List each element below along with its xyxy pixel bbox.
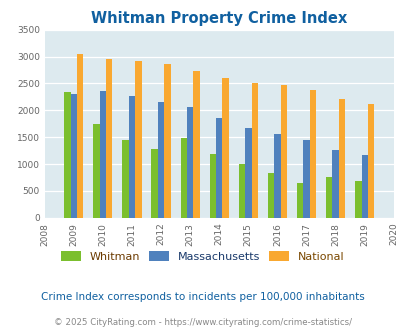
- Bar: [209, 154, 215, 218]
- Bar: [296, 183, 303, 218]
- Bar: [99, 91, 106, 218]
- Bar: [93, 124, 99, 218]
- Bar: [135, 61, 141, 218]
- Bar: [325, 177, 332, 218]
- Bar: [215, 118, 222, 218]
- Bar: [128, 96, 135, 218]
- Bar: [193, 71, 199, 218]
- Bar: [332, 150, 338, 218]
- Legend: Whitman, Massachusetts, National: Whitman, Massachusetts, National: [56, 247, 349, 267]
- Bar: [122, 140, 128, 218]
- Bar: [360, 155, 367, 218]
- Bar: [158, 102, 164, 218]
- Bar: [77, 54, 83, 218]
- Title: Whitman Property Crime Index: Whitman Property Crime Index: [91, 11, 347, 26]
- Bar: [309, 90, 315, 218]
- Bar: [180, 138, 186, 218]
- Bar: [245, 127, 251, 218]
- Bar: [303, 140, 309, 218]
- Bar: [238, 164, 245, 218]
- Bar: [267, 173, 273, 218]
- Bar: [164, 64, 170, 218]
- Bar: [186, 107, 193, 218]
- Bar: [106, 59, 112, 218]
- Bar: [64, 91, 70, 218]
- Bar: [338, 99, 344, 218]
- Bar: [273, 134, 280, 218]
- Bar: [280, 85, 286, 218]
- Text: Crime Index corresponds to incidents per 100,000 inhabitants: Crime Index corresponds to incidents per…: [41, 292, 364, 302]
- Bar: [151, 149, 158, 218]
- Bar: [367, 104, 373, 218]
- Bar: [354, 181, 360, 218]
- Bar: [222, 78, 228, 218]
- Bar: [251, 83, 257, 218]
- Bar: [70, 94, 77, 218]
- Text: © 2025 CityRating.com - https://www.cityrating.com/crime-statistics/: © 2025 CityRating.com - https://www.city…: [54, 318, 351, 327]
